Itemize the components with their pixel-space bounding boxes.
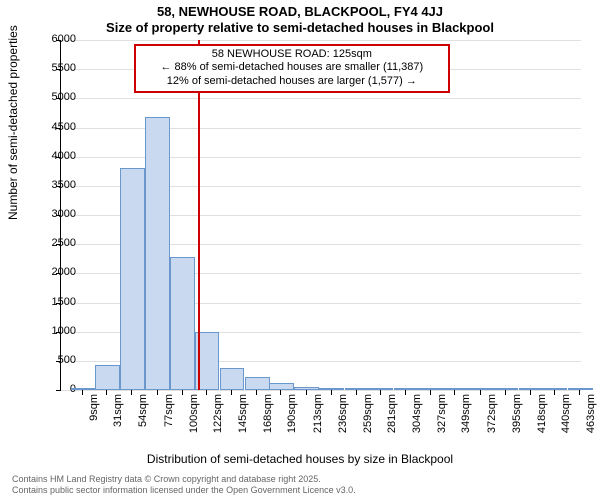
x-tick-label: 168sqm xyxy=(262,394,274,444)
chart-container: 58, NEWHOUSE ROAD, BLACKPOOL, FY4 4JJ Si… xyxy=(0,0,600,500)
x-tick-label: 77sqm xyxy=(163,394,175,444)
chart-title-line1: 58, NEWHOUSE ROAD, BLACKPOOL, FY4 4JJ xyxy=(0,4,600,19)
histogram-bar xyxy=(568,388,593,390)
y-axis-label: Number of semi-detached properties xyxy=(6,25,20,220)
x-tick-labels: 9sqm 31sqm 54sqm 77sqm 100sqm 122sqm 145sqm 168… xyxy=(60,394,580,454)
x-tick-mark xyxy=(356,390,357,395)
x-tick-label: 122sqm xyxy=(212,394,224,444)
x-tick-mark xyxy=(280,390,281,395)
x-tick-label: 327sqm xyxy=(436,394,448,444)
chart-title-line2: Size of property relative to semi-detach… xyxy=(0,20,600,35)
x-tick-label: 418sqm xyxy=(536,394,548,444)
histogram-bar xyxy=(519,388,544,390)
footer-line2: Contains public sector information licen… xyxy=(12,485,356,496)
x-tick-label: 395sqm xyxy=(511,394,523,444)
x-axis-label: Distribution of semi-detached houses by … xyxy=(0,452,600,466)
x-tick-mark xyxy=(82,390,83,395)
x-tick-mark xyxy=(157,390,158,395)
histogram-bar xyxy=(120,168,145,390)
annotation-line3: 12% of semi-detached houses are larger (… xyxy=(142,75,442,89)
x-tick-label: 463sqm xyxy=(585,394,597,444)
x-tick-mark xyxy=(231,390,232,395)
x-tick-label: 145sqm xyxy=(237,394,249,444)
histogram-bar xyxy=(543,388,568,390)
histogram-bar xyxy=(95,365,120,390)
x-tick-mark xyxy=(430,390,431,395)
x-tick-mark xyxy=(530,390,531,395)
x-tick-mark xyxy=(454,390,455,395)
histogram-bar xyxy=(468,388,493,390)
x-tick-label: 349sqm xyxy=(460,394,472,444)
x-tick-mark xyxy=(306,390,307,395)
x-tick-label: 190sqm xyxy=(286,394,298,444)
footer-line1: Contains HM Land Registry data © Crown c… xyxy=(12,474,356,485)
histogram-bar xyxy=(345,388,370,390)
x-tick-label: 213sqm xyxy=(312,394,324,444)
gridline xyxy=(61,390,581,391)
histogram-bar xyxy=(220,368,245,390)
histogram-bar xyxy=(493,388,518,390)
x-tick-mark xyxy=(106,390,107,395)
plot-area: 58 NEWHOUSE ROAD: 125sqm ← 88% of semi-d… xyxy=(60,40,581,391)
annotation-box: 58 NEWHOUSE ROAD: 125sqm ← 88% of semi-d… xyxy=(134,44,450,93)
x-tick-mark xyxy=(480,390,481,395)
histogram-bar xyxy=(443,388,468,390)
x-tick-mark xyxy=(579,390,580,395)
x-tick-label: 31sqm xyxy=(112,394,124,444)
annotation-line1: 58 NEWHOUSE ROAD: 125sqm xyxy=(142,48,442,62)
annotation-line2: ← 88% of semi-detached houses are smalle… xyxy=(142,61,442,75)
x-tick-label: 100sqm xyxy=(188,394,200,444)
x-tick-label: 281sqm xyxy=(386,394,398,444)
x-tick-label: 440sqm xyxy=(560,394,572,444)
x-tick-label: 9sqm xyxy=(88,394,100,444)
histogram-bar xyxy=(245,377,270,390)
histogram-bar xyxy=(419,388,444,390)
x-tick-label: 236sqm xyxy=(337,394,349,444)
x-tick-mark xyxy=(505,390,506,395)
histogram-bar xyxy=(369,388,394,390)
histogram-bar xyxy=(294,387,319,391)
x-tick-mark xyxy=(554,390,555,395)
histogram-bar xyxy=(71,388,96,390)
x-tick-label: 372sqm xyxy=(486,394,498,444)
x-tick-mark xyxy=(380,390,381,395)
x-tick-label: 54sqm xyxy=(137,394,149,444)
x-tick-mark xyxy=(206,390,207,395)
x-tick-label: 304sqm xyxy=(411,394,423,444)
histogram-bar xyxy=(394,388,419,390)
x-tick-mark xyxy=(331,390,332,395)
x-tick-mark xyxy=(256,390,257,395)
x-tick-mark xyxy=(131,390,132,395)
histogram-bar xyxy=(170,257,195,390)
x-tick-label: 259sqm xyxy=(362,394,374,444)
x-tick-mark xyxy=(182,390,183,395)
histogram-bar xyxy=(145,117,170,390)
x-tick-mark xyxy=(405,390,406,395)
footer-attribution: Contains HM Land Registry data © Crown c… xyxy=(12,474,356,496)
histogram-bar xyxy=(269,383,294,390)
histogram-bar xyxy=(319,388,344,390)
